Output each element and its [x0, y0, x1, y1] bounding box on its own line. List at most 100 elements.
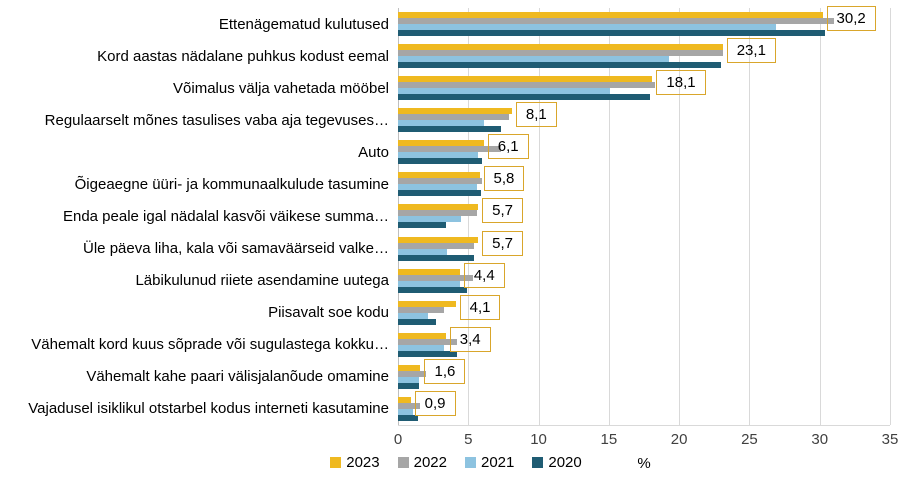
bar-2022: [398, 50, 723, 57]
legend-label: 2023: [346, 454, 380, 471]
data-label: 3,4: [449, 326, 491, 352]
data-label: 4,1: [459, 294, 501, 320]
category-label: Regulaarselt mõnes tasulises vaba aja te…: [44, 111, 389, 129]
bar-2021: [398, 152, 479, 159]
bar-2023: [398, 76, 653, 83]
bar-2020: [398, 158, 483, 165]
legend-item-2022: 2022: [397, 454, 447, 471]
bar-2021: [398, 184, 477, 191]
bar-2022: [398, 402, 421, 409]
x-axis-title: %: [637, 455, 651, 472]
chart-footer: 2023 2022 2021 2020 %: [0, 454, 912, 476]
x-tick-label: 10: [530, 431, 547, 448]
bar-2021: [398, 344, 445, 351]
bar-group: 5,8: [398, 166, 890, 200]
bar-2020: [398, 286, 467, 293]
bar-2021: [398, 376, 420, 383]
category-label: Vähemalt kord kuus sõprade või sugulaste…: [31, 336, 389, 354]
bar-2023: [398, 268, 460, 275]
bar-group: 3,4: [398, 326, 890, 361]
bar-2023: [398, 172, 480, 179]
legend-item-2021: 2021: [465, 454, 514, 471]
x-tick-label: 30: [811, 431, 829, 448]
bar-2022: [398, 210, 477, 217]
bar-2021: [398, 56, 670, 63]
legend-label: 2021: [481, 454, 515, 471]
bar-2021: [398, 120, 484, 127]
bar-group: 5,7: [398, 198, 890, 232]
gridline: [608, 8, 610, 425]
bar-2021: [398, 216, 462, 223]
bar-group: 5,7: [398, 230, 890, 265]
category-label: Kord aastas nädalane puhkus kodust eemal: [97, 47, 389, 65]
bar-group: 8,1: [398, 102, 890, 136]
plot-area: 30,2 23,1 18,1 8,1 6,1 5,8 5,7 5,7 4,4 4,1 3,4 1,6 0…: [398, 6, 891, 426]
bar-2023: [398, 236, 479, 243]
bar-2022: [398, 18, 834, 24]
bar-2023: [398, 108, 512, 115]
bar-2022: [398, 274, 473, 281]
category-label: Ettenägematud kulutused: [218, 15, 389, 33]
gridline: [679, 8, 681, 425]
gridline: [890, 8, 891, 425]
data-label: 23,1: [726, 38, 776, 64]
gridline: [819, 8, 821, 425]
category-label: Võimalus välja vahetada mööbel: [173, 79, 389, 97]
bar-2023: [398, 364, 421, 371]
bar-2023: [398, 204, 479, 211]
bar-2020: [398, 190, 481, 197]
bar-2023: [398, 44, 723, 51]
x-tick-label: 0: [393, 431, 403, 448]
bar-2021: [398, 88, 611, 95]
legend-swatch-2021: [465, 457, 476, 468]
bar-2022: [398, 82, 656, 89]
category-label: Vähemalt kahe paari välisjalanõude omami…: [86, 368, 389, 386]
bar-group: 1,6: [398, 358, 890, 393]
category-label: Läbikulunud riiete asendamine uutega: [135, 272, 389, 290]
bar-2020: [398, 318, 436, 325]
bar-2021: [398, 248, 448, 255]
bar-group: 4,1: [398, 294, 890, 329]
legend-label: 2020: [548, 454, 582, 471]
category-label: Auto: [358, 143, 389, 161]
bar-2021: [398, 312, 428, 319]
x-axis: 0 5 10 15 20 25 30 35: [394, 431, 899, 449]
bar-2021: [398, 408, 414, 415]
data-label: 5,8: [483, 166, 525, 192]
data-label: 5,7: [482, 230, 523, 256]
bar-2022: [398, 114, 510, 121]
x-tick-label: 5: [464, 431, 473, 448]
bar-2022: [398, 242, 474, 249]
bar-2020: [398, 254, 474, 261]
gridline: [468, 8, 470, 425]
x-tick-label: 20: [670, 431, 688, 448]
data-label: 18,1: [656, 70, 706, 96]
bar-2020: [398, 62, 722, 69]
bar-group: 0,9: [398, 390, 890, 425]
bar-2020: [398, 382, 420, 389]
data-label: 6,1: [487, 134, 529, 160]
bar-group: 4,4: [398, 262, 890, 297]
bar-2023: [398, 332, 446, 339]
bar-group: 18,1: [398, 70, 890, 104]
data-label: 1,6: [424, 358, 466, 384]
bar-2020: [398, 30, 826, 36]
bar-2023: [398, 396, 411, 403]
bar-group: 30,2: [398, 6, 890, 40]
bar-2022: [398, 338, 458, 345]
legend-swatch-2022: [397, 457, 409, 468]
category-label: Üle päeva liha, kala või samaväärseid va…: [83, 240, 389, 258]
bar-2022: [398, 146, 501, 153]
bar-2021: [398, 280, 460, 287]
bar-2022: [398, 306, 445, 313]
category-label: Piisavalt soe kodu: [268, 304, 389, 322]
gridline: [749, 8, 751, 425]
legend-item-2023: 2023: [330, 454, 380, 471]
legend-item-2020: 2020: [532, 454, 582, 471]
x-tick-label: 25: [741, 431, 758, 448]
legend-label: 2022: [413, 454, 447, 471]
legend-swatch-2020: [532, 457, 544, 468]
data-label: 4,4: [463, 262, 505, 288]
bar-2020: [398, 350, 458, 357]
